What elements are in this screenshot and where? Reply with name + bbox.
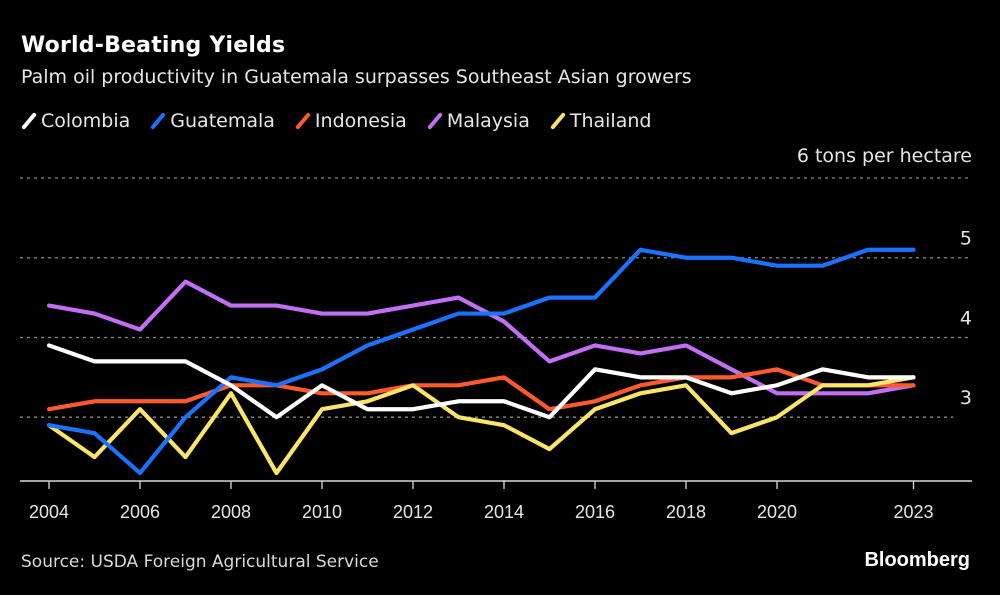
legend-item-malaysia: Malaysia: [426, 110, 530, 132]
legend-label-guatemala: Guatemala: [170, 110, 275, 132]
legend-label-thailand: Thailand: [569, 110, 652, 132]
chart-subtitle: Palm oil productivity in Guatemala surpa…: [21, 66, 692, 88]
x-tick-label-2012: 2012: [393, 502, 433, 522]
chart-title: World-Beating Yields: [21, 33, 286, 58]
x-tick-label-2023: 2023: [893, 502, 933, 522]
bloomberg-logo: Bloomberg: [864, 549, 970, 571]
x-axis: 2004 2006 2008 2010 2012 2014 2016 2018 2020 2023: [20, 480, 972, 522]
y-tick-label-5: 5: [960, 228, 972, 250]
legend-label-malaysia: Malaysia: [446, 110, 530, 132]
legend-item-indonesia: Indonesia: [294, 110, 407, 132]
series-line-malaysia: [46, 279, 916, 396]
x-tick-label-2008: 2008: [211, 502, 251, 522]
source-note: Source: USDA Foreign Agricultural Servic…: [21, 552, 379, 572]
y-tick-label-4: 4: [960, 307, 972, 329]
series-line-indonesia: [46, 367, 916, 412]
x-tick-label-2020: 2020: [757, 502, 797, 522]
x-tick-label-2016: 2016: [575, 502, 615, 522]
x-tick-label-2004: 2004: [29, 502, 69, 522]
series-line-colombia: [46, 343, 916, 420]
legend-label-colombia: Colombia: [41, 110, 131, 132]
legend-item-colombia: Colombia: [21, 110, 130, 132]
y-tick-label-3: 3: [960, 387, 972, 409]
x-tick-label-2018: 2018: [666, 502, 706, 522]
x-tick-label-2006: 2006: [120, 502, 160, 522]
legend: Colombia Guatemala Indonesia Malaysia Th…: [21, 110, 671, 132]
x-tick-label-2010: 2010: [302, 502, 342, 522]
series-line-guatemala: [46, 247, 916, 476]
series-lines: [46, 247, 916, 476]
y-axis-unit-label: 6 tons per hectare: [796, 145, 972, 167]
series-line-thailand: [46, 375, 916, 476]
gridlines: [20, 177, 972, 418]
legend-item-guatemala: Guatemala: [150, 110, 275, 132]
legend-label-indonesia: Indonesia: [314, 110, 407, 132]
y-tick-labels: 3 4 5: [960, 228, 972, 409]
x-tick-label-2014: 2014: [484, 502, 524, 522]
legend-item-thailand: Thailand: [549, 110, 652, 132]
